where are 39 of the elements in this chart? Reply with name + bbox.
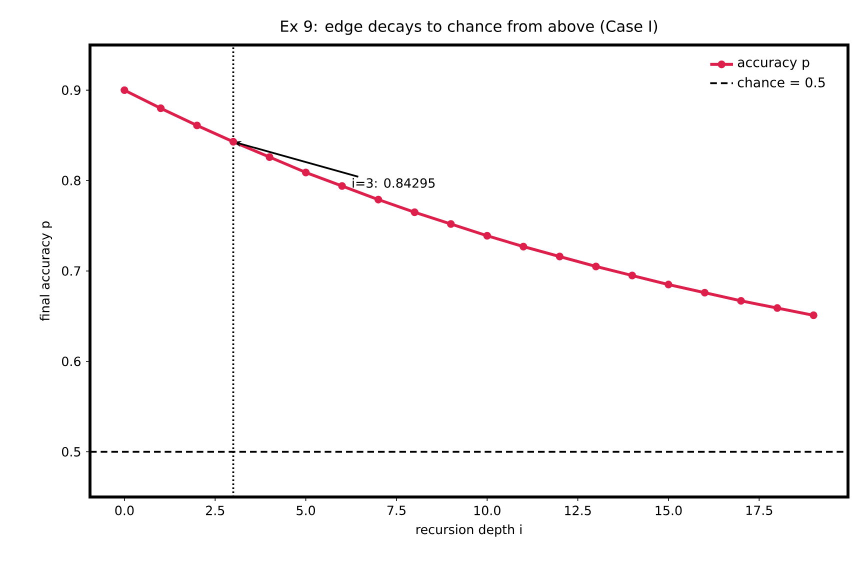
legend-label: chance = 0.5 — [738, 77, 825, 88]
y-tick-label: 0.5 — [62, 446, 80, 457]
point — [410, 208, 418, 216]
point — [156, 104, 165, 112]
point — [520, 242, 528, 250]
y-axis-title: final accuracy p — [40, 221, 52, 321]
x-tick-label: 7.5 — [387, 506, 406, 516]
x-tick-label: 15.0 — [656, 506, 682, 516]
chart-title: Ex 9: edge decays to chance from above (Case I) — [281, 20, 658, 35]
point — [556, 252, 564, 260]
point — [664, 280, 672, 288]
y-tick-label: 0.8 — [62, 176, 80, 186]
point — [737, 296, 745, 305]
point — [193, 122, 201, 130]
x-tick-label: 12.5 — [565, 506, 591, 516]
point — [483, 232, 492, 240]
point — [447, 220, 455, 228]
x-tick-label: 10.0 — [474, 506, 500, 516]
point — [628, 272, 636, 280]
point — [229, 138, 238, 146]
x-tick-label: 5.0 — [296, 506, 316, 516]
y-tick-label: 0.7 — [62, 266, 80, 276]
x-tick-label: 2.5 — [206, 506, 224, 516]
point — [120, 86, 128, 94]
x-tick-label: 0.0 — [115, 506, 134, 516]
legend-label: accuracy p — [738, 60, 810, 70]
point — [338, 182, 346, 190]
point — [374, 196, 382, 204]
x-axis-title: recursion depth i — [416, 524, 522, 537]
point — [266, 153, 274, 161]
point — [700, 288, 709, 297]
point — [302, 168, 310, 176]
y-tick-label: 0.6 — [62, 356, 80, 366]
y-tick-label: 0.9 — [62, 85, 80, 95]
point — [773, 304, 782, 312]
point — [592, 262, 600, 270]
x-tick-label: 17.5 — [746, 506, 772, 516]
point — [810, 311, 818, 320]
annotation: i=3: 0.84295 — [352, 178, 435, 188]
